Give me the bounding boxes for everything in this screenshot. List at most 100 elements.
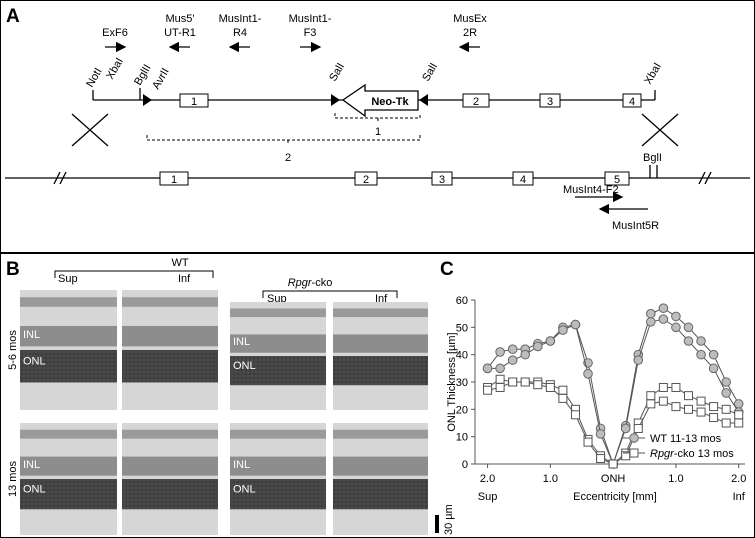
retina-onl-texture (122, 350, 218, 383)
point (495, 363, 505, 374)
point (696, 336, 706, 346)
retina-onl-texture (20, 350, 117, 383)
exon (159, 171, 189, 186)
break-mark (59, 171, 67, 185)
site-label: AvrII (150, 66, 172, 91)
point (558, 385, 568, 395)
point (708, 349, 719, 360)
primer-label: MusInt1- (219, 13, 262, 25)
point (583, 369, 593, 379)
retina-image: INL ONL (20, 290, 117, 410)
point (570, 319, 581, 330)
group-bracket (54, 270, 214, 278)
retina-rpe (230, 308, 326, 318)
retina-rpe (20, 429, 117, 439)
exon (622, 93, 642, 108)
loxp (143, 94, 152, 106)
point (721, 418, 731, 428)
point (633, 355, 644, 365)
point (620, 423, 631, 434)
point (558, 325, 568, 335)
y-tick-label: 20 (456, 404, 468, 416)
site-label: BglI (643, 152, 662, 164)
crossover (71, 113, 109, 147)
retina-onl-texture (333, 356, 428, 386)
group-label: Rpgr-cko (288, 277, 333, 289)
site-label: XbaI (104, 56, 126, 82)
legend-name: WT 11-13 mos (650, 433, 722, 445)
point (658, 382, 668, 392)
point (646, 399, 656, 409)
exon-label: 1 (191, 96, 197, 108)
primer-label: MusInt4-F2 (563, 184, 619, 196)
break-mark (698, 171, 706, 185)
retina-image: INL ONL (230, 423, 326, 535)
panel-label: A (6, 6, 20, 27)
point (683, 336, 694, 346)
y-tick-label: 0 (462, 459, 468, 471)
point (608, 459, 618, 469)
point (495, 374, 505, 384)
point (721, 404, 731, 414)
point (671, 382, 681, 392)
exon-label: 3 (439, 174, 445, 186)
y-tick-label: 40 (456, 350, 468, 362)
cassette-label: Neo-Tk (371, 96, 409, 108)
region-label: Inf (178, 273, 191, 285)
point (482, 363, 493, 374)
retina-image: INL ONL (230, 302, 326, 410)
point (507, 344, 518, 355)
y-tick-label: 50 (456, 322, 468, 334)
x-tick-label: 2.0 (480, 473, 495, 485)
fragment-bracket (334, 113, 421, 122)
x-end-label: Inf (733, 491, 746, 503)
point (658, 314, 669, 324)
retina-image (333, 302, 428, 410)
x-tick-label: ONH (601, 473, 626, 485)
legend-marker (629, 448, 639, 458)
point (721, 388, 731, 398)
y-axis-label: ONL Thickness [µm] (446, 332, 458, 431)
point (646, 308, 656, 319)
retina-inl (122, 326, 218, 347)
layer-label: ONL (23, 355, 46, 367)
layer-label: INL (23, 329, 40, 341)
retina-inl (230, 456, 326, 476)
point (558, 393, 568, 403)
exon (512, 171, 534, 186)
primer-label: F3 (304, 27, 317, 39)
point (633, 423, 643, 433)
point (671, 322, 681, 333)
retina-rpe (230, 429, 326, 439)
point (696, 396, 706, 406)
exon-label: 4 (520, 174, 526, 186)
region-label: Sup (58, 273, 78, 285)
site-label: NotI (84, 66, 104, 89)
layer-label: ONL (233, 483, 256, 495)
fragment-bracket (146, 135, 421, 144)
point (734, 410, 744, 420)
site-label: SalI (327, 61, 347, 83)
exon-label: 2 (473, 96, 479, 108)
primer-label: 2R (463, 27, 477, 39)
point (595, 429, 606, 439)
group-name: -cko (312, 277, 333, 289)
point (483, 385, 493, 395)
retina-image (122, 423, 218, 535)
retina-inl (333, 456, 428, 476)
scale-bar (435, 515, 439, 533)
point (683, 322, 694, 333)
retina-rpe (20, 297, 117, 307)
point (683, 391, 693, 401)
age-label: 5-6 mos (7, 330, 19, 370)
primer-label: Mus5' (166, 13, 195, 25)
point (646, 317, 656, 327)
retina-inl (230, 334, 326, 353)
break-mark (704, 171, 712, 185)
site-label: XbaI (642, 61, 664, 87)
legend-name: Rpgr (650, 448, 675, 460)
scale-label: 30 µm (443, 504, 455, 535)
group-name: Rpgr (288, 277, 313, 289)
point (545, 382, 555, 392)
retina-image (333, 423, 428, 535)
